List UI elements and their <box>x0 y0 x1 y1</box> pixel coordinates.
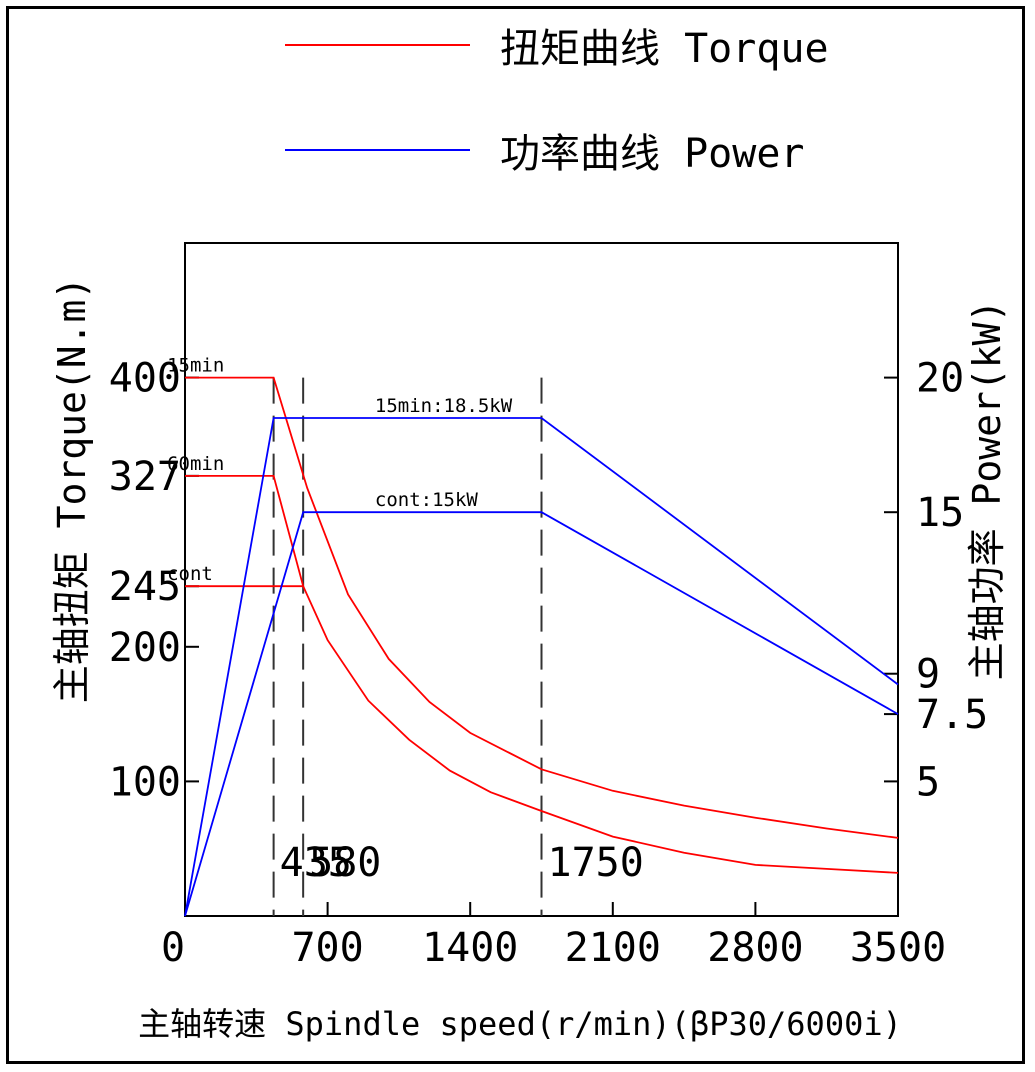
y-left-tick-label: 100 <box>109 759 181 805</box>
annotation-label: cont:15kW <box>375 489 479 511</box>
x-tick-label: 700 <box>291 925 363 971</box>
annotation-label: 15min:18.5kW <box>375 395 513 417</box>
vline-label: 580 <box>309 840 381 886</box>
series-line-torque <box>185 376 899 839</box>
x-tick-label: 1400 <box>422 925 518 971</box>
y-left-tick-label: 327 <box>109 454 181 500</box>
y-left-tick-label: 200 <box>109 625 181 671</box>
vline-label: 435 <box>280 840 352 886</box>
y-right-tick-label: 7.5 <box>916 692 988 738</box>
x-axis-title: 主轴转速 Spindle speed(r/min)(βP30/6000i) <box>138 1005 902 1043</box>
series-line-power <box>184 417 899 917</box>
series-line-power <box>184 511 899 917</box>
vline-label: 1750 <box>548 840 644 886</box>
legend-power-label: 功率曲线 Power <box>500 131 805 177</box>
y-left-tick-label: 400 <box>109 356 181 402</box>
axis-ticks: 0 700 1400 2100 2800 3500 100 200 245 327 400 5 7.59… <box>109 356 989 971</box>
y-axis-right-title: 主轴功率 Power(kW) <box>965 300 1009 681</box>
annotation-label: 60min <box>167 453 224 475</box>
y-right-tick-label: 9 <box>916 652 940 698</box>
annotation-label: cont <box>167 563 213 585</box>
y-left-tick-label: 245 <box>109 564 181 610</box>
series-line-torque <box>185 474 899 874</box>
y-right-tick-label: 15 <box>916 490 964 536</box>
legend-torque-label: 扭矩曲线 Torque <box>500 26 829 72</box>
series-lines <box>184 376 899 917</box>
x-tick-label: 2800 <box>707 925 803 971</box>
legend: 扭矩曲线 Torque 功率曲线 Power <box>285 26 829 177</box>
y-right-tick-label: 5 <box>916 759 940 805</box>
x-tick-label: 3500 <box>850 925 946 971</box>
x-tick-label: 0 <box>161 925 185 971</box>
annotations: 15min 60min cont 15min:18.5kW cont:15kW <box>167 355 513 586</box>
y-right-tick-label: 20 <box>916 356 964 402</box>
y-axis-left-title: 主轴扭矩 Torque(N.m) <box>50 277 94 704</box>
x-tick-label: 2100 <box>565 925 661 971</box>
annotation-label: 15min <box>167 355 224 377</box>
chart-frame <box>6 6 1025 1064</box>
